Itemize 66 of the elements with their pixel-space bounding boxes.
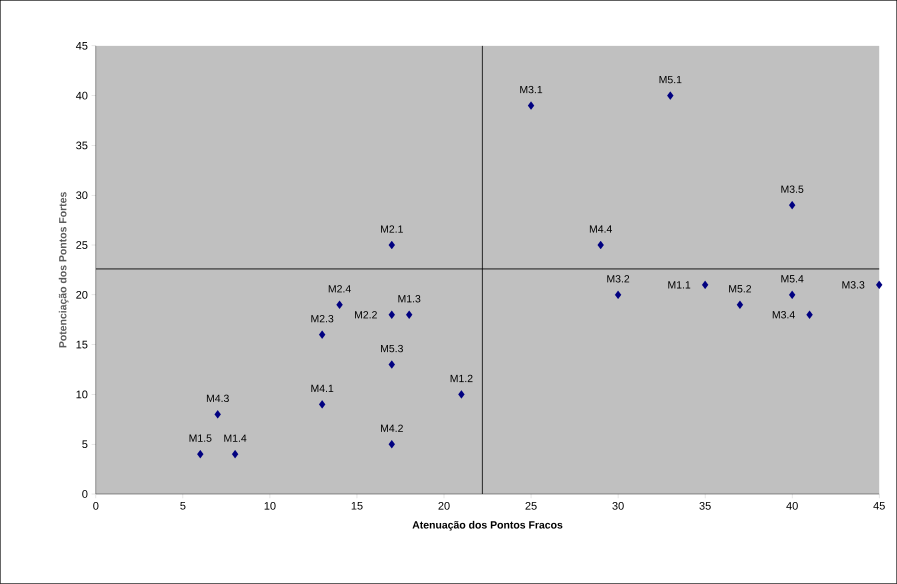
annotation: M5.2 xyxy=(729,285,752,293)
annotation: M1.2 xyxy=(450,374,473,382)
annotation: M5.4 xyxy=(781,275,804,283)
annotation: M2.3 xyxy=(311,315,334,322)
annotation: M5.1 xyxy=(660,76,682,84)
y-tick-label: 35 xyxy=(76,142,88,150)
point xyxy=(876,280,882,290)
point xyxy=(806,310,813,319)
x-tick-label: 5 xyxy=(180,502,186,510)
annotation: M2.4 xyxy=(328,285,351,292)
x-tick-label: 40 xyxy=(786,502,798,510)
point xyxy=(336,300,343,310)
point xyxy=(702,280,708,290)
y-tick-label: 20 xyxy=(76,291,88,299)
annotation: M4.1 xyxy=(311,384,334,392)
annotation: M3.3 xyxy=(842,281,864,289)
x-axis-title: Atenuação dos Pontos Fracos xyxy=(412,520,562,531)
point xyxy=(318,400,326,409)
annotation: M3.1 xyxy=(520,86,542,94)
y-tick-label: 40 xyxy=(76,92,88,100)
y-tick-label: 25 xyxy=(76,241,88,249)
point xyxy=(388,240,395,250)
point xyxy=(528,101,534,110)
point xyxy=(788,290,796,300)
x-tick-label: 45 xyxy=(873,502,885,510)
annotation: M1.4 xyxy=(224,434,246,442)
annotation: M1.1 xyxy=(668,281,690,289)
point xyxy=(214,410,221,419)
point xyxy=(788,201,796,210)
y-tick-label: 5 xyxy=(82,440,88,448)
annotation: M2.1 xyxy=(381,225,403,233)
x-tick-label: 30 xyxy=(612,502,624,510)
x-tick-label: 20 xyxy=(438,502,450,510)
point xyxy=(388,440,395,448)
point xyxy=(388,310,395,319)
annotation: M4.3 xyxy=(206,394,229,402)
x-tick-label: 35 xyxy=(699,502,711,510)
annotation: M3.4 xyxy=(772,311,795,319)
annotation: M4.2 xyxy=(381,424,403,432)
y-tick-label: 15 xyxy=(76,340,88,349)
y-tick-label: 10 xyxy=(76,390,88,398)
x-tick-label: 10 xyxy=(264,502,276,510)
point xyxy=(406,310,412,319)
x-tick-label: 15 xyxy=(352,502,363,510)
point xyxy=(667,91,674,100)
y-axis-title: Potenciação dos Pontos Fortes xyxy=(58,192,69,348)
annotation: M3.2 xyxy=(607,275,630,283)
point xyxy=(614,290,622,300)
x-tick-label: 25 xyxy=(525,502,537,510)
point xyxy=(318,330,326,339)
x-tick-label: 0 xyxy=(93,502,98,510)
point xyxy=(232,450,238,458)
point xyxy=(388,360,395,369)
y-tick-label: 0 xyxy=(82,490,88,498)
y-tick-label: 45 xyxy=(76,42,88,50)
point xyxy=(197,450,204,458)
annotation: M3.5 xyxy=(781,186,804,193)
annotation: M1.3 xyxy=(398,295,420,303)
y-tick-label: 30 xyxy=(76,191,88,200)
annotation: M1.5 xyxy=(190,434,212,442)
point xyxy=(597,240,604,250)
annotation: M2.2 xyxy=(354,311,377,318)
annotation: M4.4 xyxy=(590,225,612,233)
annotation: M5.3 xyxy=(381,344,403,352)
point xyxy=(736,300,744,310)
point xyxy=(458,390,465,399)
